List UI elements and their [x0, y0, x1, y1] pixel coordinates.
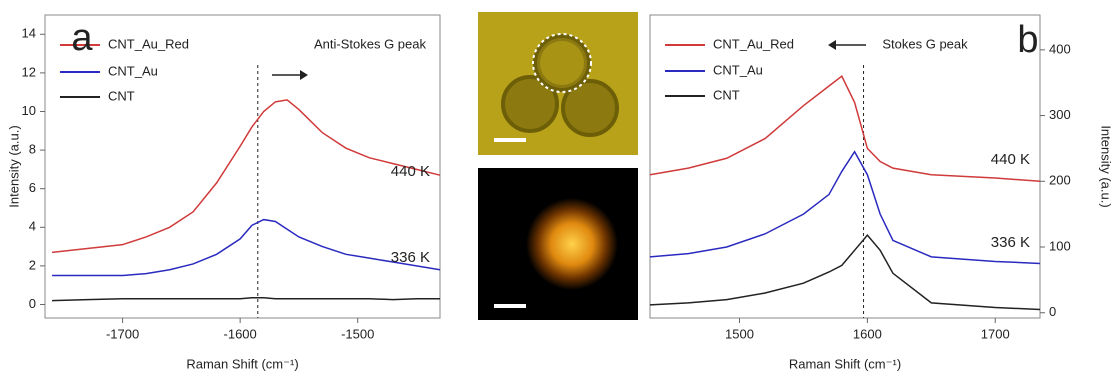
- y-tick-label: 200: [1049, 173, 1071, 188]
- y-tick-label: 6: [29, 180, 36, 195]
- legend-label: CNT_Au: [108, 63, 158, 78]
- y-tick-label: 4: [29, 219, 36, 234]
- y-axis-label: Intensity (a.u.): [6, 125, 21, 207]
- temperature-label: 440 K: [391, 163, 430, 180]
- legend-label: CNT: [108, 88, 135, 103]
- y-axis-label: Intensity (a.u.): [1099, 125, 1114, 207]
- x-tick-label: 1500: [725, 326, 754, 341]
- x-tick-label: -1700: [106, 326, 139, 341]
- series-line: [52, 298, 440, 301]
- arrow-head: [828, 40, 836, 50]
- annotation: Stokes G peak: [882, 36, 968, 51]
- plot-frame: [45, 15, 440, 318]
- legend-label: CNT: [713, 87, 740, 102]
- legend-label: CNT_Au: [713, 62, 763, 77]
- temperature-label: 336 K: [991, 234, 1030, 251]
- x-tick-label: -1600: [224, 326, 257, 341]
- series-line: [650, 235, 1040, 309]
- annotation: Anti-Stokes G peak: [314, 36, 426, 51]
- y-tick-label: 2: [29, 257, 36, 272]
- figure: 0 2 4 6 8 10 12 14 -1700 -1600 -1500 CNT_Au_Red CNT_…: [0, 0, 1120, 378]
- y-tick-label: 0: [1049, 304, 1056, 319]
- series-line: [52, 100, 440, 252]
- series-line: [52, 220, 440, 276]
- x-axis-label: Raman Shift (cm⁻¹): [789, 356, 901, 371]
- temperature-label: 440 K: [991, 151, 1030, 168]
- x-tick-label: -1500: [341, 326, 374, 341]
- y-tick-label: 400: [1049, 41, 1071, 56]
- y-tick-label: 12: [22, 64, 36, 79]
- panel-label: b: [1017, 19, 1038, 61]
- panel-label: a: [71, 17, 93, 59]
- x-axis-label: Raman Shift (cm⁻¹): [186, 356, 298, 371]
- y-tick-label: 300: [1049, 107, 1071, 122]
- x-tick-label: 1600: [853, 326, 882, 341]
- legend-label: CNT_Au_Red: [713, 36, 794, 51]
- temperature-label: 336 K: [391, 249, 430, 266]
- legend-label: CNT_Au_Red: [108, 36, 189, 51]
- y-tick-label: 10: [22, 103, 36, 118]
- y-tick-label: 14: [22, 26, 36, 41]
- x-tick-label: 1700: [981, 326, 1010, 341]
- arrow-head: [300, 70, 308, 80]
- y-tick-label: 8: [29, 142, 36, 157]
- y-tick-label: 100: [1049, 238, 1071, 253]
- luminescence-image: [478, 168, 638, 320]
- y-tick-label: 0: [29, 296, 36, 311]
- series-line: [650, 152, 1040, 264]
- optical-image: [478, 12, 638, 155]
